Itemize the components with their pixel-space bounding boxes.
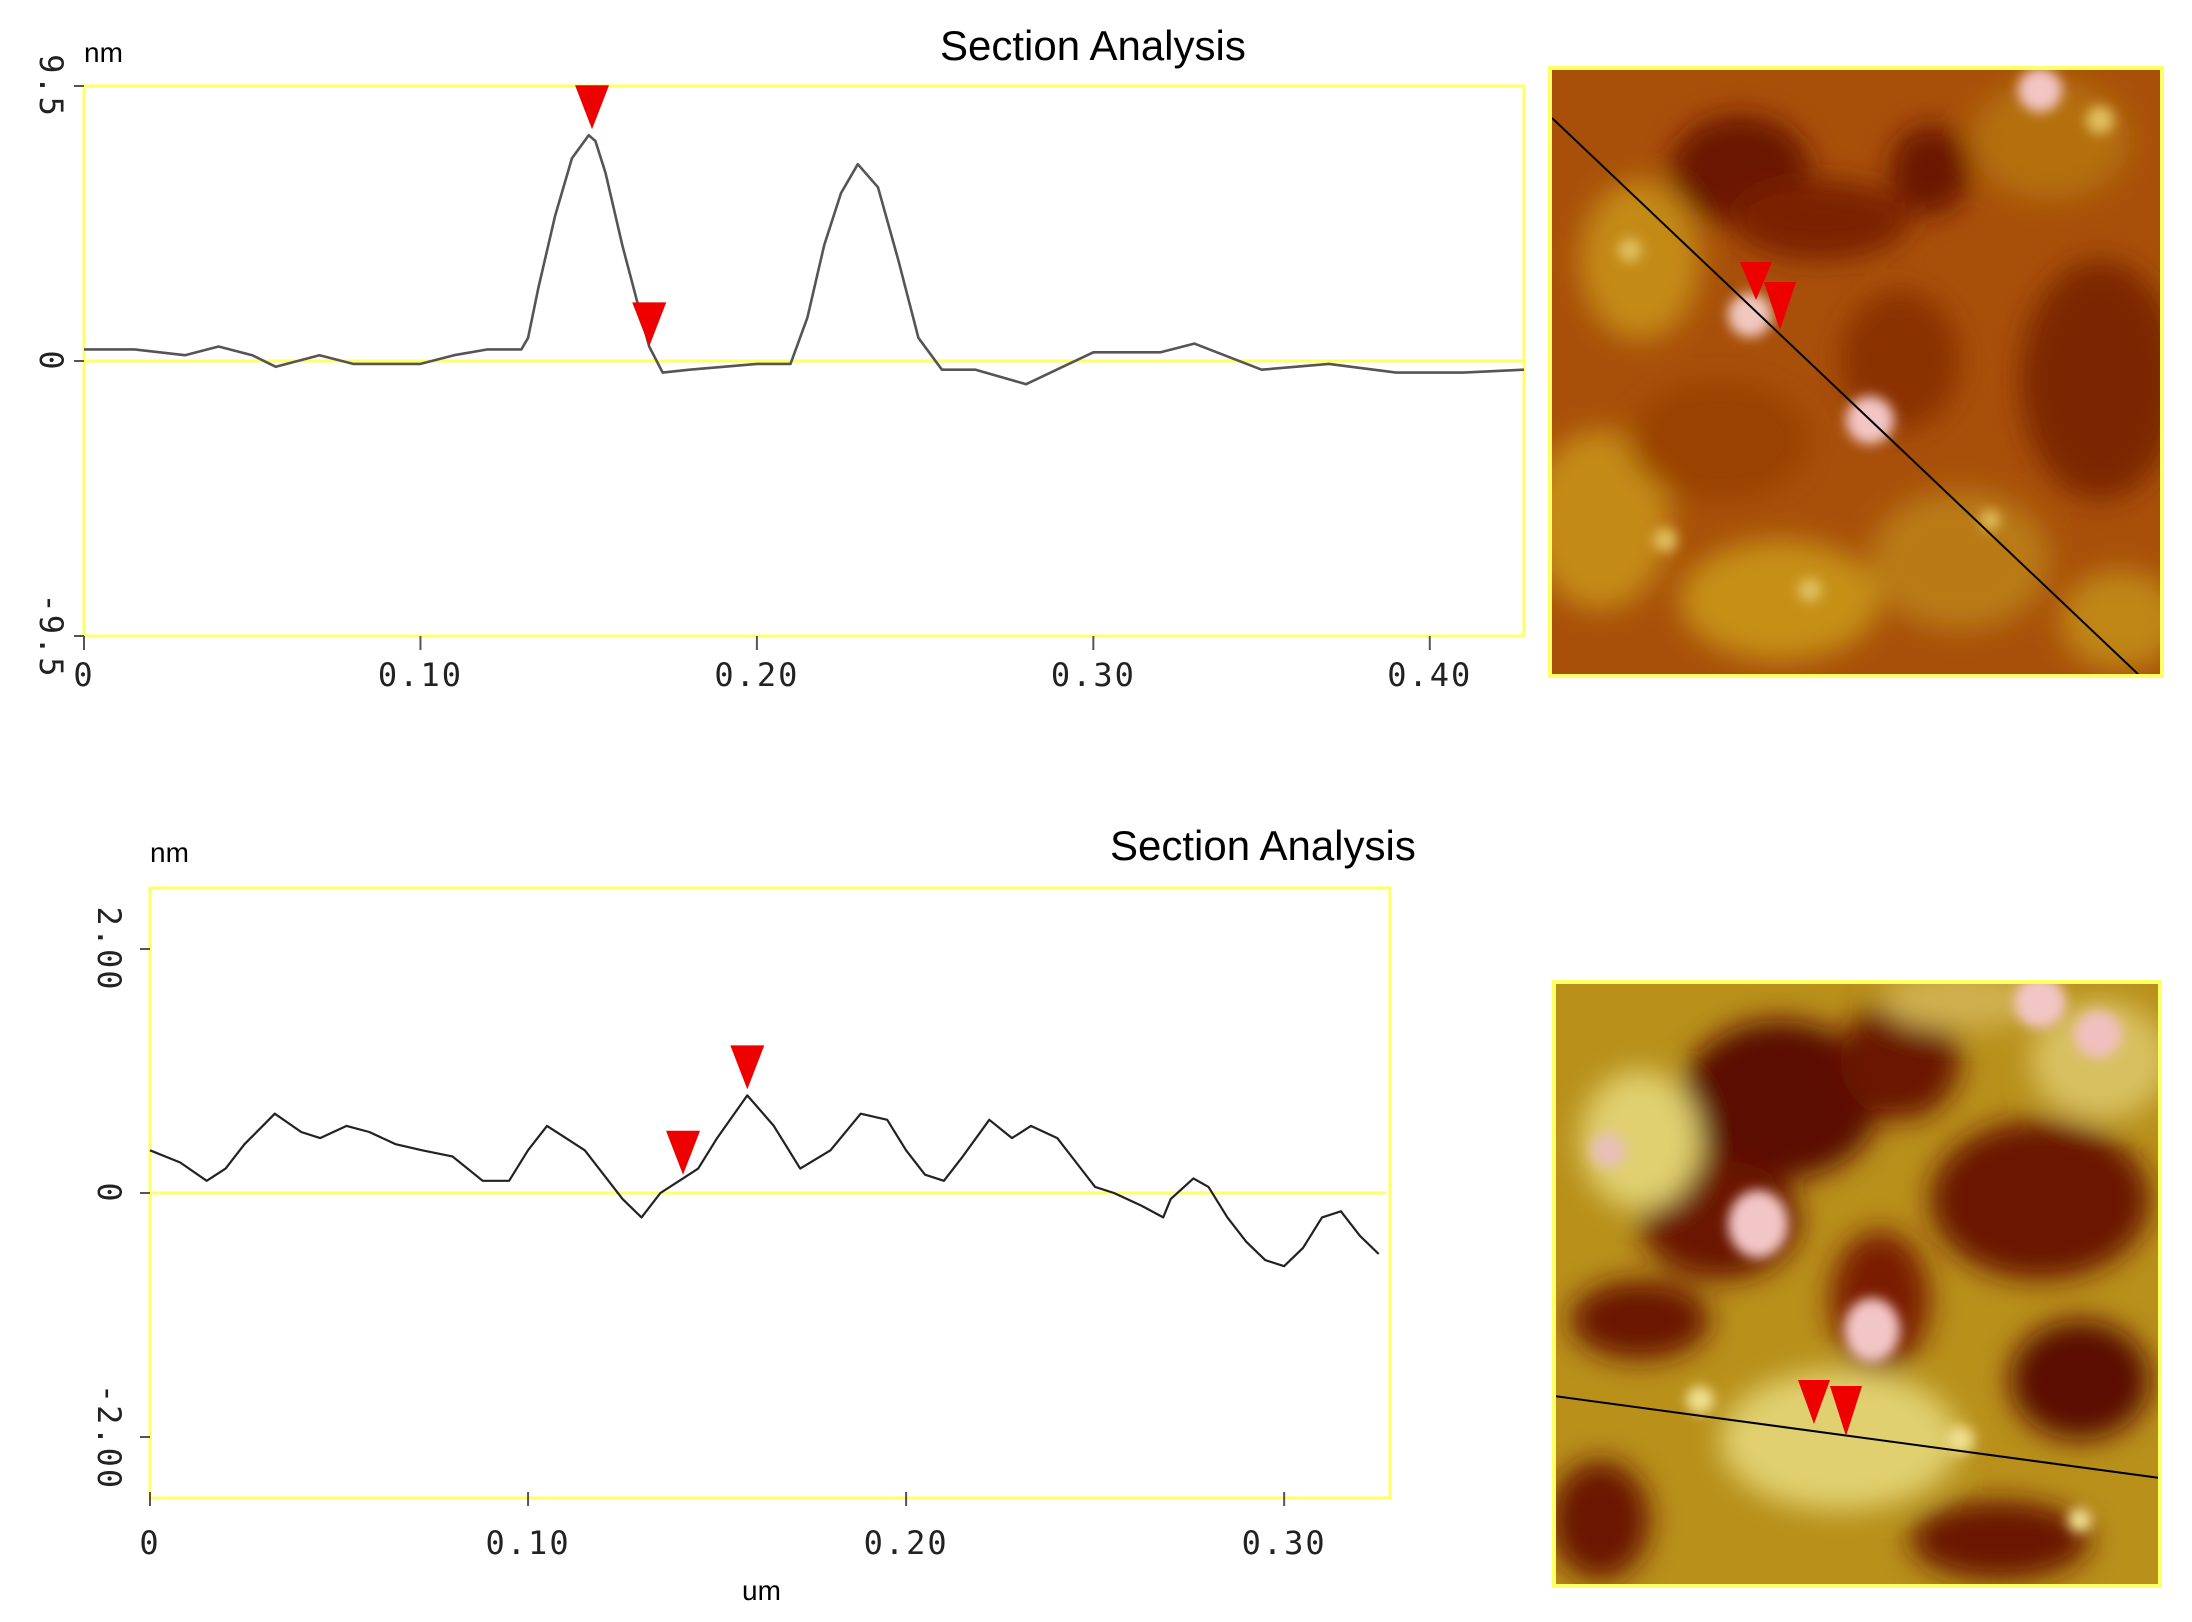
x-tick-label: 0.30 xyxy=(1242,1524,1327,1562)
x-axis-top: 0 0.10 0.20 0.30 0.40 xyxy=(73,636,1472,694)
cursor-markers-bottom[interactable] xyxy=(666,1045,765,1175)
cursor-marker[interactable] xyxy=(632,302,667,347)
x-tick-label: 0.30 xyxy=(1051,656,1136,694)
y-tick-label: 2.00 xyxy=(90,906,128,991)
y-tick-label: 0 xyxy=(90,1182,128,1203)
x-tick-label: 0.10 xyxy=(486,1524,571,1562)
y-axis-bottom: 2.00 0 -2.00 xyxy=(90,906,150,1490)
section-profile-chart-bottom: Section Analysis nm 2.00 0 -2.00 0 0.10 0.20… xyxy=(90,822,1416,1606)
image-cursor-marker-top-2 xyxy=(1764,282,1796,330)
section-profile-line-top xyxy=(84,133,1525,386)
x-tick-label: 0 xyxy=(73,656,94,694)
cursor-marker[interactable] xyxy=(730,1045,765,1090)
cursor-marker[interactable] xyxy=(666,1130,701,1175)
image-cursor-marker-bottom-2 xyxy=(1830,1386,1862,1436)
x-tick-label: 0.10 xyxy=(378,656,463,694)
y-tick-label: -9.5 xyxy=(32,593,70,678)
image-cursor-marker-bottom-1 xyxy=(1798,1380,1830,1424)
y-unit-label-top: nm xyxy=(84,37,123,68)
image-cursor-marker-top-1 xyxy=(1740,262,1772,300)
y-tick-label: -2.00 xyxy=(90,1384,128,1490)
y-tick-label: 0 xyxy=(32,350,70,371)
section-cut-line-top xyxy=(1551,117,2141,676)
x-unit-label-bottom: um xyxy=(742,1575,781,1606)
x-axis-bottom: 0 0.10 0.20 0.30 xyxy=(139,1492,1327,1562)
y-axis-top: 9.5 0 -9.5 xyxy=(32,54,84,679)
section-cut-line-bottom xyxy=(1554,1395,2160,1479)
chart-title-bottom: Section Analysis xyxy=(1110,822,1416,869)
afm-height-image-bottom xyxy=(1552,980,2162,1588)
afm-height-image-top xyxy=(1548,66,2164,678)
cursor-marker[interactable] xyxy=(575,85,610,130)
x-tick-label: 0.40 xyxy=(1387,656,1472,694)
y-tick-label: 9.5 xyxy=(32,54,70,118)
cursor-markers-top[interactable] xyxy=(575,85,667,347)
section-profile-line-bottom xyxy=(149,1094,1380,1268)
section-profile-chart-top: Section Analysis nm 9.50-9.5 0 0.10 0.20 0.… xyxy=(32,22,1526,694)
x-tick-label: 0.20 xyxy=(714,656,799,694)
chart-title-top: Section Analysis xyxy=(940,22,1246,69)
x-tick-label: 0.20 xyxy=(864,1524,949,1562)
x-tick-label: 0 xyxy=(139,1524,160,1562)
y-unit-label-bottom: nm xyxy=(150,837,189,868)
